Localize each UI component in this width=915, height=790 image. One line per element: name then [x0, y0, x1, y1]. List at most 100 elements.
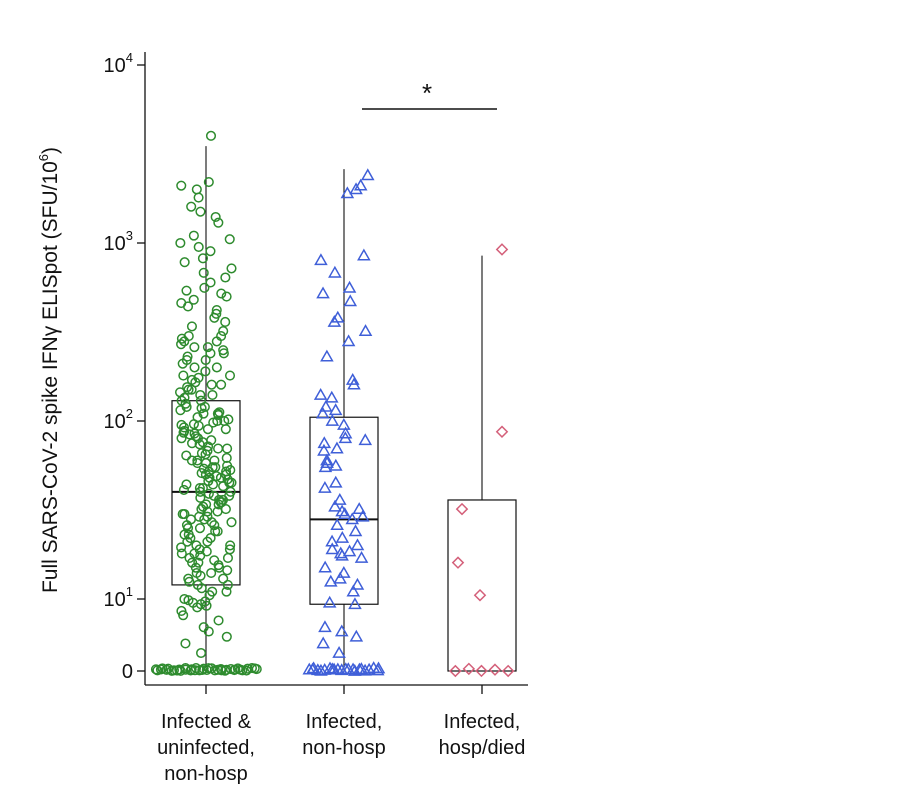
data-point-circle [213, 443, 224, 454]
data-point-circle [206, 517, 217, 528]
data-point-circle [179, 392, 190, 403]
data-point-diamond [455, 502, 469, 516]
data-point-triangle [318, 460, 333, 473]
data-point-triangle [316, 286, 330, 299]
data-point-circle [190, 562, 201, 573]
data-point-circle [224, 477, 235, 488]
data-point-circle [189, 342, 200, 353]
data-point-triangle [338, 426, 353, 439]
data-point-circle [188, 294, 199, 305]
data-point-circle [212, 526, 223, 537]
data-point-circle [200, 354, 211, 366]
data-point-triangle [358, 663, 372, 676]
data-point-triangle [338, 507, 352, 519]
data-point-triangle [342, 544, 357, 557]
data-point-circle [176, 542, 187, 553]
data-point-circle [194, 544, 205, 555]
y-tick-label: 0 [122, 661, 133, 683]
data-point-circle [220, 316, 231, 328]
data-point-circle [225, 540, 236, 551]
data-point-circle [168, 665, 179, 676]
data-point-triangle [327, 314, 342, 327]
data-point-circle [216, 288, 227, 299]
data-point-triangle [328, 265, 342, 278]
data-point-triangle [341, 334, 356, 347]
data-point-triangle [360, 168, 375, 181]
data-point-circle [188, 419, 199, 430]
y-tick-label-exponent: 1 [126, 584, 133, 599]
data-point-circle [224, 234, 235, 245]
data-point-circle [196, 583, 207, 594]
data-point-circle [191, 567, 202, 579]
data-point-circle [222, 579, 233, 590]
data-point-diamond [488, 663, 502, 676]
data-point-circle [182, 301, 194, 312]
data-point-circle [176, 419, 187, 431]
data-point-circle [226, 263, 237, 274]
data-point-triangle [329, 458, 343, 471]
data-point-circle [213, 499, 224, 510]
data-point-circle [222, 552, 234, 564]
y-tick-label-exponent: 2 [126, 406, 133, 421]
data-point-circle [181, 354, 192, 366]
data-point-circle [196, 403, 207, 414]
data-point-triangle [320, 349, 334, 362]
data-point-circle [205, 130, 217, 141]
data-point-circle [195, 492, 206, 503]
box-iqr [447, 499, 517, 672]
data-point-diamond [501, 664, 515, 678]
data-point-diamond [451, 556, 465, 569]
data-point-triangle [334, 624, 349, 637]
data-point-triangle [315, 406, 330, 419]
data-point-circle [181, 285, 192, 296]
data-point-circle [183, 573, 194, 584]
data-point-circle [211, 336, 222, 347]
y-tick-label-base: 10 [104, 233, 126, 255]
data-point-triangle [328, 403, 343, 416]
data-point-diamond [475, 664, 488, 678]
data-point-triangle [337, 565, 351, 578]
data-point-triangle [349, 629, 364, 642]
data-point-triangle [354, 550, 369, 563]
data-point-circle [179, 336, 190, 347]
data-point-circle [216, 379, 227, 390]
data-point-circle [205, 348, 216, 359]
data-point-circle [191, 184, 202, 195]
data-point-circle [176, 339, 187, 350]
data-point-circle [181, 401, 192, 412]
data-point-circle [198, 267, 209, 278]
box-plots [171, 146, 517, 672]
axes [144, 52, 528, 686]
data-point-circle [186, 321, 198, 332]
y-tick-label-base: 10 [104, 55, 126, 77]
data-point-diamond [473, 588, 487, 602]
data-point-circle [155, 664, 167, 675]
data-points [150, 130, 515, 678]
y-tick-label-exponent: 4 [126, 50, 133, 65]
x-category-label-line: Infected, [306, 711, 383, 733]
data-point-circle [174, 664, 185, 675]
y-tick-label-base: 0 [122, 661, 133, 683]
data-point-circle [212, 506, 223, 517]
data-point-circle [175, 237, 186, 249]
data-point-triangle [352, 502, 367, 514]
data-point-circle [205, 532, 216, 544]
data-point-circle [208, 417, 219, 428]
data-point-circle [203, 488, 214, 499]
data-point-circle [218, 326, 229, 337]
data-point-triangle [338, 431, 353, 444]
data-point-circle [178, 422, 190, 433]
data-point-circle [178, 610, 189, 621]
data-point-circle [202, 506, 213, 517]
data-point-circle [176, 433, 187, 444]
data-point-circle [150, 664, 162, 675]
data-point-triangle [330, 441, 344, 454]
data-point-diamond [462, 662, 476, 676]
data-point-circle [205, 277, 216, 288]
data-point-triangle [354, 662, 369, 675]
data-point-circle [207, 389, 218, 401]
data-point-circle [192, 433, 203, 444]
data-point-triangle [318, 620, 332, 633]
data-point-circle [220, 424, 231, 435]
data-point-circle [221, 631, 232, 642]
